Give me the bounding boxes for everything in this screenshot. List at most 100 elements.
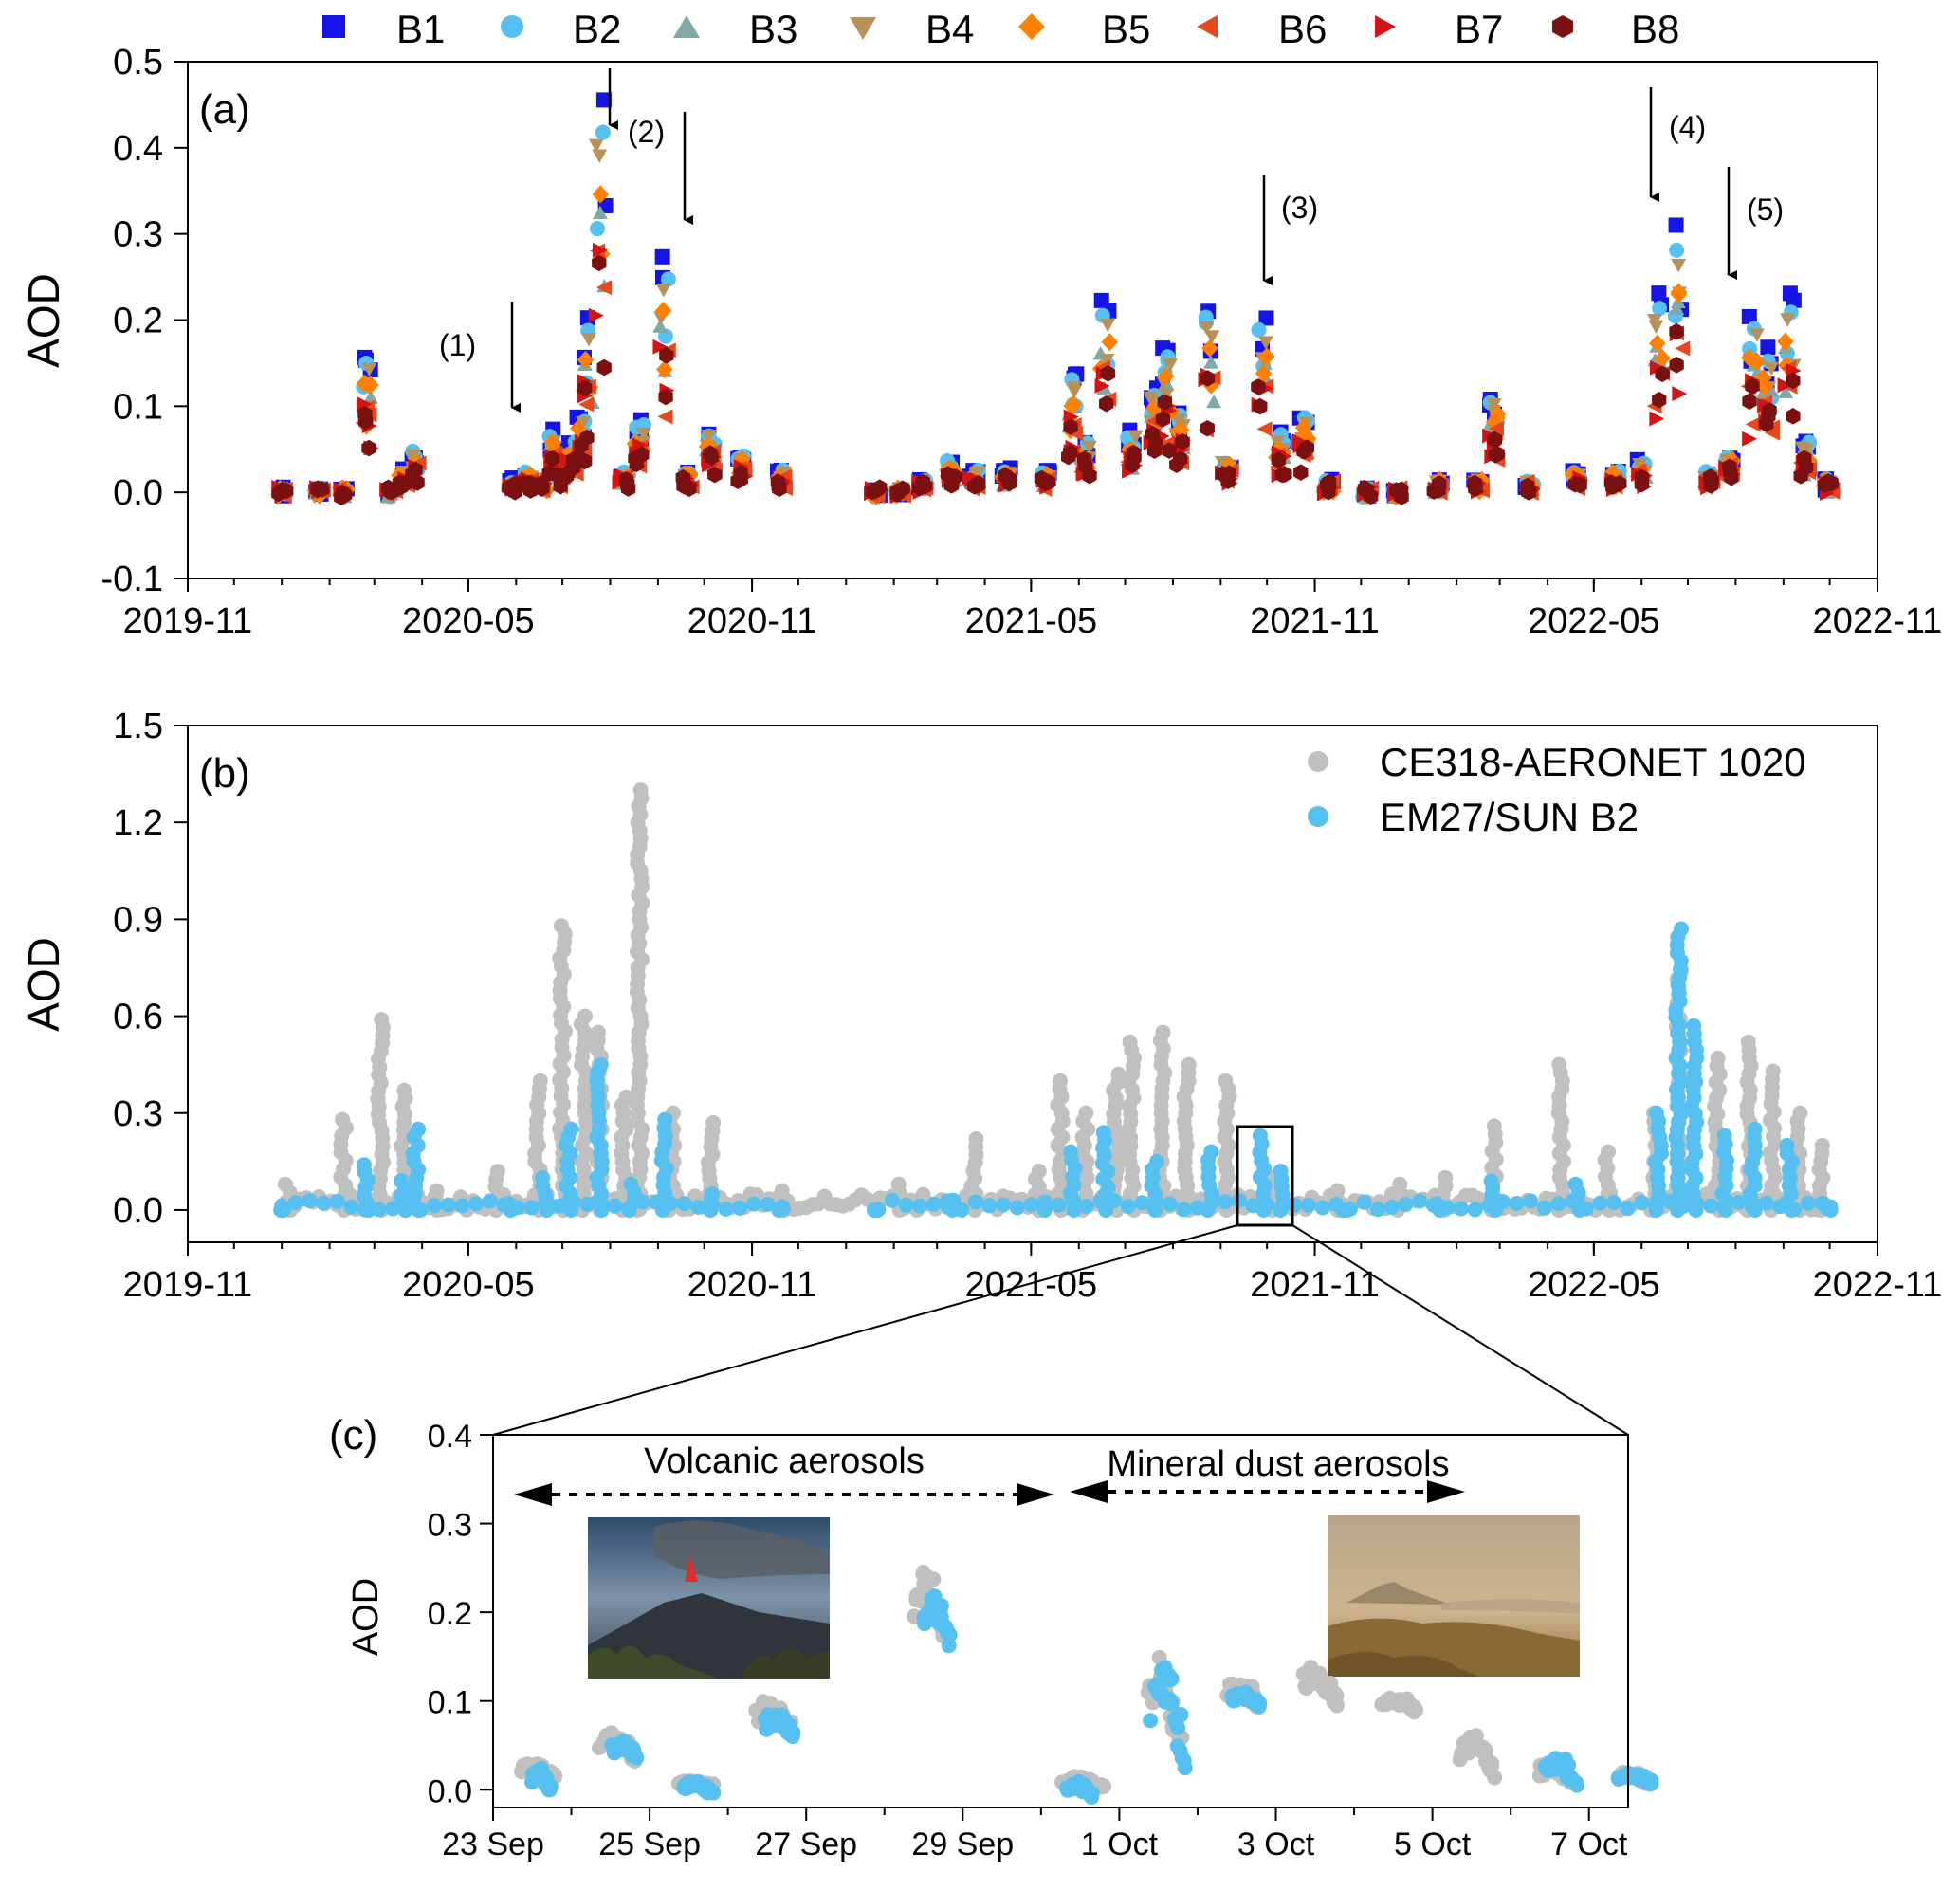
data-point	[1293, 464, 1309, 481]
event-2-label: (2)	[628, 115, 665, 149]
data-point	[1053, 1073, 1069, 1089]
data-point	[287, 1195, 303, 1211]
legend-label-b7: B7	[1455, 7, 1503, 51]
panel-a-event-arrows: (1) (2) (3) (4) (5)	[439, 68, 1784, 413]
data-point	[1060, 448, 1076, 466]
data-point	[544, 432, 561, 451]
photo-volcano	[588, 1517, 830, 1679]
data-point	[682, 465, 699, 485]
data-point	[1669, 357, 1684, 374]
panel-a-frame	[187, 61, 1878, 579]
data-point	[705, 1185, 721, 1202]
data-point	[784, 1728, 800, 1744]
data-point	[705, 1785, 722, 1801]
x-tick-label: 2022-05	[1528, 601, 1659, 641]
data-point	[343, 1199, 359, 1215]
data-point	[1252, 1128, 1268, 1144]
series-b8	[271, 254, 1839, 506]
data-point	[1412, 1193, 1428, 1209]
x-tick-label: 2019-11	[123, 1265, 253, 1305]
data-point	[1799, 443, 1815, 458]
data-point	[1063, 396, 1081, 415]
x-tick-label: 2021-11	[1250, 601, 1380, 641]
data-point	[1800, 1195, 1816, 1211]
data-point	[968, 1131, 984, 1147]
data-point	[1198, 309, 1214, 325]
data-point	[1370, 1202, 1386, 1218]
data-point	[329, 1193, 345, 1209]
data-point	[1082, 467, 1097, 485]
data-point	[1484, 1758, 1500, 1774]
data-point	[1170, 1719, 1186, 1735]
x-tick-label: 7 Oct	[1550, 1826, 1628, 1862]
data-point	[1383, 1200, 1400, 1216]
data-point	[1256, 421, 1273, 437]
data-point	[1634, 1195, 1650, 1211]
data-point	[607, 1198, 623, 1214]
dust-left-arrowhead	[1070, 1480, 1108, 1503]
panel-b: (b) AOD 0.0 0.3 0.6 0.9 1.2 1.5 2019-11 2020-0…	[19, 706, 1943, 1436]
panel-c-yaxis: 0.0 0.1 0.2 0.3 0.4	[428, 1419, 493, 1809]
data-point	[1634, 468, 1650, 486]
data-point	[1291, 433, 1308, 450]
data-point	[1251, 321, 1267, 338]
data-point	[1162, 442, 1177, 459]
data-point	[374, 1011, 390, 1027]
data-point	[535, 1169, 551, 1185]
data-point	[1592, 1195, 1608, 1211]
data-point	[632, 782, 649, 798]
data-point	[577, 350, 595, 370]
data-point	[1169, 456, 1184, 474]
data-point	[704, 449, 720, 466]
panel-c-ylabel: AOD	[346, 1578, 386, 1656]
data-point	[1031, 1164, 1047, 1180]
data-point	[1567, 1176, 1584, 1192]
data-point	[925, 1571, 942, 1587]
data-point	[1551, 1056, 1567, 1073]
data-point	[1756, 377, 1774, 396]
data-point	[1200, 370, 1216, 387]
data-point	[1356, 1194, 1372, 1210]
data-point	[942, 1626, 958, 1642]
data-point	[660, 271, 676, 287]
data-point	[1036, 1196, 1053, 1212]
legend-label-b3: B3	[749, 7, 797, 51]
data-point	[676, 1196, 692, 1212]
data-point	[1076, 450, 1092, 468]
data-point	[1120, 1199, 1136, 1215]
data-point	[1392, 1176, 1408, 1192]
x-tick-label: 2020-05	[402, 601, 534, 641]
data-point	[1648, 1105, 1664, 1121]
data-point	[718, 1201, 734, 1217]
data-point	[620, 475, 635, 493]
panel-b-label: (b)	[199, 750, 250, 797]
data-point	[1488, 408, 1506, 427]
data-point	[1487, 1770, 1503, 1786]
event-4-label: (4)	[1669, 110, 1706, 144]
data-point	[1814, 1137, 1830, 1153]
data-point	[1143, 1713, 1159, 1729]
series-em27	[273, 921, 1839, 1218]
data-point	[868, 1202, 884, 1218]
data-point	[1652, 391, 1667, 409]
data-point	[335, 1111, 351, 1128]
data-point	[1669, 301, 1685, 315]
data-point	[654, 301, 672, 321]
x-tick-label: 2022-11	[1813, 601, 1943, 641]
y-tick-label: 0.6	[113, 998, 163, 1037]
data-point	[1749, 328, 1765, 342]
x-tick-label: 2022-11	[1813, 1265, 1943, 1305]
data-point	[1134, 1195, 1150, 1211]
data-point	[596, 358, 612, 376]
data-point	[698, 437, 716, 456]
data-point	[628, 1749, 644, 1765]
data-point	[1094, 378, 1110, 395]
data-point	[967, 1194, 983, 1210]
data-point	[1258, 347, 1275, 366]
data-point	[596, 280, 613, 296]
x-tick-label: 27 Sep	[755, 1826, 857, 1862]
data-point	[996, 1197, 1012, 1213]
data-point	[1675, 340, 1691, 357]
legend-item-b1: B1	[322, 7, 445, 51]
data-point	[489, 1164, 505, 1180]
